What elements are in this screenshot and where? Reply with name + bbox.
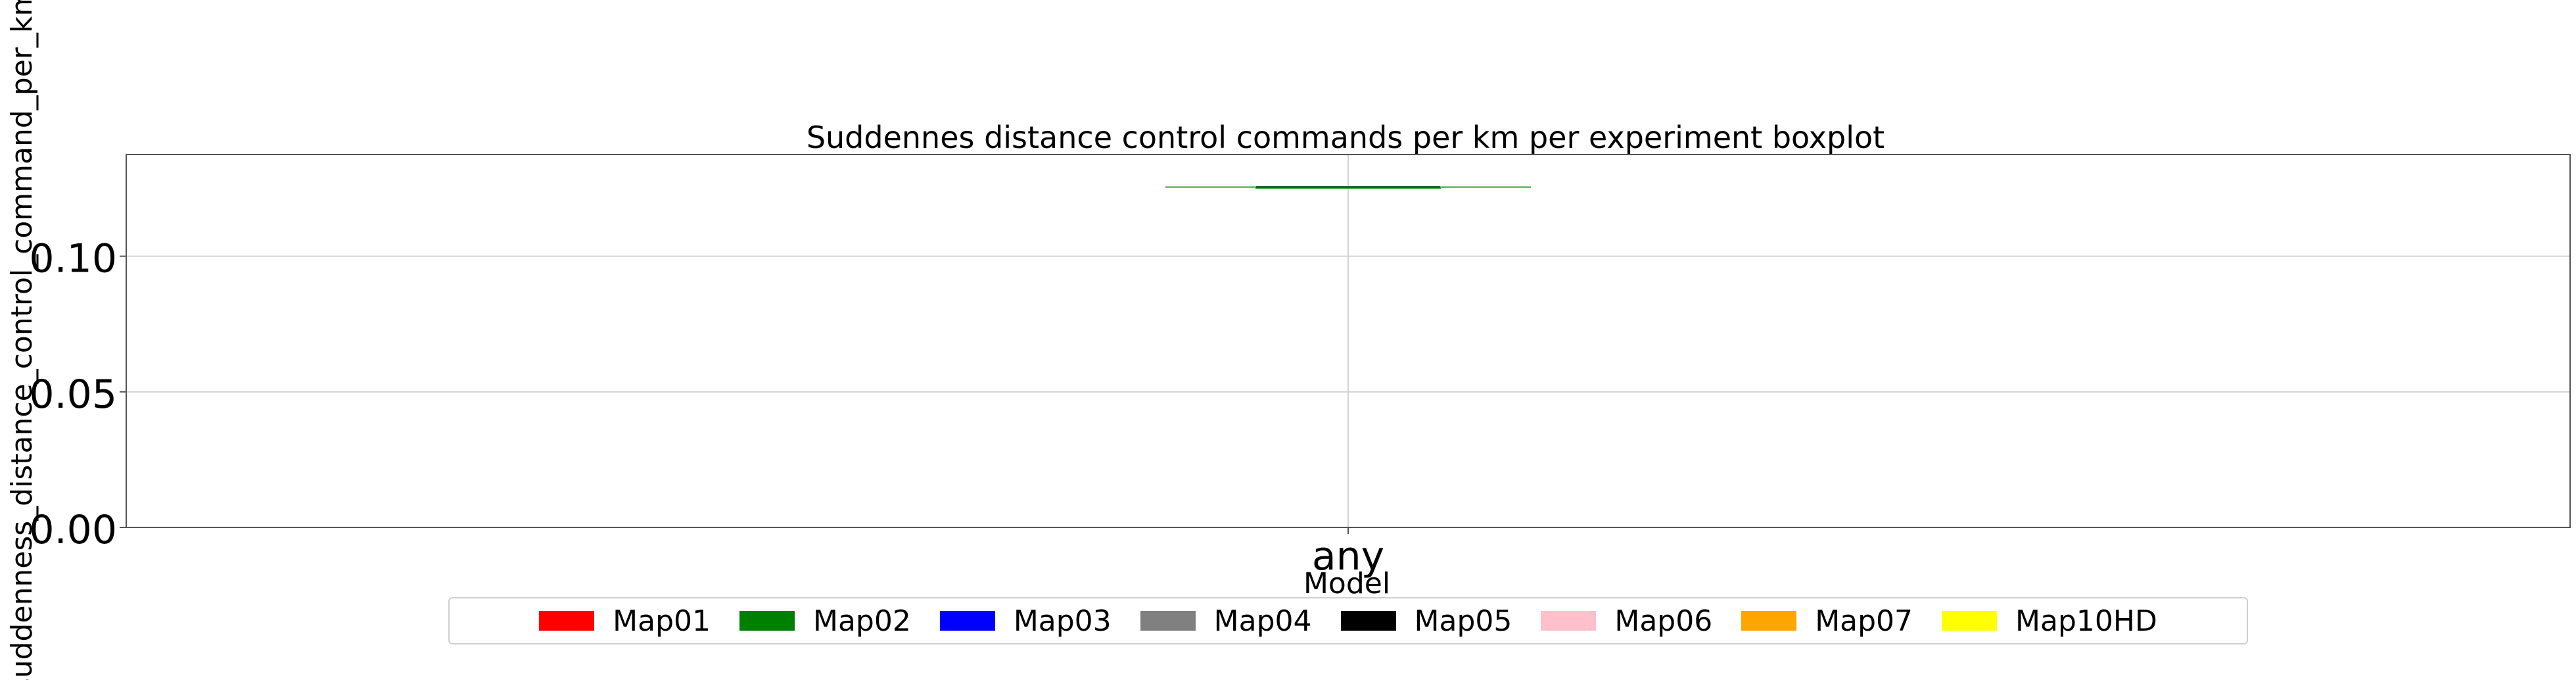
legend-swatch — [1942, 611, 1998, 631]
box-layer — [1165, 185, 1531, 189]
y-tick-label: 0.10 — [29, 236, 117, 282]
plot-area-frame — [126, 154, 2571, 528]
legend-item: Map03 — [939, 604, 1112, 638]
legend-item: Map07 — [1741, 604, 1913, 638]
legend-swatch — [739, 611, 795, 631]
legend-swatch — [1741, 611, 1797, 631]
legend-item: Map05 — [1340, 604, 1512, 638]
legend-item: Map02 — [739, 604, 911, 638]
x-axis-ticks: any — [1312, 527, 1384, 579]
legend-swatch — [1140, 611, 1196, 631]
legend-item: Map06 — [1541, 604, 1712, 638]
legend-label: Map02 — [812, 604, 911, 638]
chart-title: Suddennes distance control commands per … — [807, 120, 1885, 155]
legend-swatch — [1340, 611, 1396, 631]
legend-swatch — [539, 611, 595, 631]
x-tick-label: any — [1312, 533, 1384, 579]
legend-swatch — [1541, 611, 1597, 631]
y-tick-label: 0.00 — [29, 507, 117, 553]
legend-label: Map01 — [613, 604, 711, 638]
legend-label: Map10HD — [2015, 604, 2157, 638]
legend-item: Map10HD — [1942, 604, 2157, 638]
legend-label: Map07 — [1815, 604, 1913, 638]
legend: Map01 Map02 Map03 Map04 Map05 Map06 Map07 Map10… — [448, 597, 2248, 644]
legend-item: Map04 — [1140, 604, 1312, 638]
y-axis-label: suddenness_distance_control_command_per_… — [5, 0, 39, 680]
y-axis-ticks: 0.00 0.05 0.10 — [29, 236, 126, 553]
legend-swatch — [939, 611, 995, 631]
y-tick-label: 0.05 — [29, 372, 117, 418]
legend-label: Map03 — [1013, 604, 1112, 638]
legend-item: Map01 — [539, 604, 711, 638]
grid-layer — [126, 155, 2570, 528]
legend-label: Map05 — [1414, 604, 1512, 638]
legend-label: Map04 — [1213, 604, 1312, 638]
x-axis-label: Model — [1303, 567, 1390, 600]
legend-label: Map06 — [1614, 604, 1713, 638]
